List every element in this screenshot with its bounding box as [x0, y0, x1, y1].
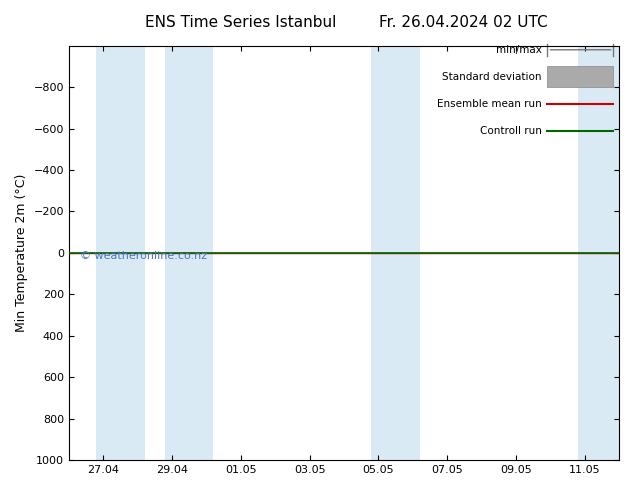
- Text: Controll run: Controll run: [480, 125, 542, 136]
- Bar: [372, 46, 420, 460]
- Text: ENS Time Series Istanbul: ENS Time Series Istanbul: [145, 15, 337, 30]
- Text: Ensemble mean run: Ensemble mean run: [437, 98, 542, 109]
- Bar: [578, 46, 619, 460]
- Bar: [165, 46, 213, 460]
- Text: min/max: min/max: [496, 45, 542, 55]
- Y-axis label: Min Temperature 2m (°C): Min Temperature 2m (°C): [15, 173, 28, 332]
- FancyBboxPatch shape: [548, 66, 614, 87]
- Bar: [96, 46, 145, 460]
- Text: Standard deviation: Standard deviation: [443, 72, 542, 82]
- Text: © weatheronline.co.nz: © weatheronline.co.nz: [80, 251, 207, 261]
- Text: Fr. 26.04.2024 02 UTC: Fr. 26.04.2024 02 UTC: [378, 15, 547, 30]
